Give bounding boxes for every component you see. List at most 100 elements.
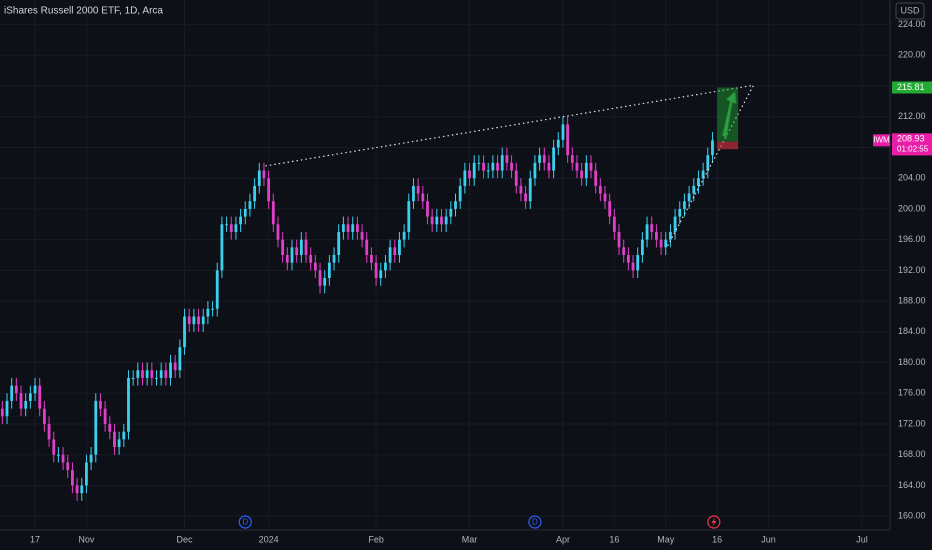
candle-body — [271, 201, 275, 225]
candle-body — [197, 316, 200, 325]
candle-body — [426, 201, 429, 217]
candle-body — [66, 462, 70, 471]
candle-body — [486, 170, 490, 172]
candle-body — [285, 255, 289, 263]
candle-body — [598, 185, 602, 194]
x-tick-label: 17 — [30, 534, 40, 544]
candle-body — [650, 224, 654, 232]
candle-body — [360, 231, 364, 240]
x-tick-label: 2024 — [259, 534, 279, 544]
y-tick-label: 220.00 — [898, 50, 926, 60]
candle-body — [173, 362, 177, 371]
candle-body — [131, 377, 135, 379]
candle-body — [416, 185, 420, 194]
candle-body — [313, 262, 317, 271]
y-tick-label: 196.00 — [898, 234, 926, 244]
candle-body — [346, 224, 350, 232]
candle-body — [337, 231, 341, 256]
symbol-box — [873, 134, 890, 147]
y-tick-label: 200.00 — [898, 203, 926, 213]
candle-body — [0, 408, 4, 417]
candle-body — [655, 231, 658, 240]
candle-body — [10, 385, 14, 401]
x-tick-label: Mar — [462, 534, 478, 544]
candle-body — [136, 370, 140, 378]
y-tick-label: 168.00 — [898, 449, 926, 459]
candle-body — [608, 201, 612, 217]
candle-body — [566, 124, 570, 156]
candle-body — [192, 316, 196, 325]
event-icon — [711, 517, 717, 527]
candle-body — [61, 454, 65, 463]
candle-body — [528, 178, 532, 202]
candle-body — [28, 393, 32, 401]
candle-body — [393, 247, 397, 256]
candle-body — [108, 424, 112, 432]
y-tick-label: 184.00 — [898, 326, 926, 336]
event-marker — [528, 515, 542, 529]
candle-body — [267, 178, 271, 202]
candle-body — [454, 201, 457, 209]
candle-body — [318, 270, 322, 286]
y-tick-label: 172.00 — [898, 418, 926, 428]
candle-body — [580, 170, 584, 179]
y-tick-label: 188.00 — [898, 295, 926, 305]
trend-line — [265, 84, 754, 167]
candle-body — [482, 162, 485, 171]
candle-body — [645, 224, 649, 240]
candle-body — [612, 216, 616, 232]
candle-body — [472, 162, 476, 179]
candle-body — [626, 255, 630, 263]
candle-body — [398, 239, 401, 256]
candle-body — [365, 239, 369, 256]
candle-body — [332, 255, 336, 263]
candle-body — [402, 231, 406, 240]
candle-body — [323, 278, 327, 286]
candle-body — [388, 247, 392, 263]
candle-body — [99, 400, 102, 409]
candle-body — [575, 162, 579, 171]
candle-body — [309, 255, 313, 263]
candle-body — [631, 262, 635, 271]
candle-body — [33, 385, 37, 394]
candle-body — [552, 147, 556, 171]
candle-body — [547, 162, 551, 171]
event-marker — [238, 515, 252, 529]
candle-body — [430, 216, 434, 225]
y-tick-label: 212.00 — [898, 111, 926, 121]
candle-body — [299, 239, 303, 256]
candle-body — [496, 162, 499, 171]
x-tick-label: Jul — [856, 534, 868, 544]
candle-body — [351, 224, 355, 232]
candle-body — [71, 470, 74, 486]
candle-body — [290, 247, 294, 263]
y-tick-label: 224.00 — [898, 19, 926, 29]
candle-body — [636, 255, 640, 271]
position-arrow — [721, 90, 737, 139]
candle-body — [692, 185, 696, 194]
x-tick-label: Apr — [556, 534, 570, 544]
candle-body — [706, 155, 710, 171]
candle-body — [477, 162, 481, 164]
candle-body — [295, 247, 299, 256]
candle-body — [584, 162, 588, 179]
target-price-box — [892, 81, 932, 94]
candle-body — [435, 216, 439, 225]
candle-body — [257, 170, 261, 186]
candle-body — [127, 377, 130, 432]
y-tick-label: 160.00 — [898, 511, 926, 521]
candle-body — [281, 239, 285, 256]
candle-body — [47, 424, 51, 440]
candle-body — [542, 155, 546, 163]
currency-box[interactable] — [895, 2, 925, 20]
candle-body — [14, 385, 18, 394]
candle-body — [407, 201, 411, 232]
x-tick-label: Nov — [78, 534, 95, 544]
candle-body — [449, 208, 453, 217]
candle-body — [384, 262, 387, 271]
currency[interactable]: USD — [900, 5, 920, 15]
candle-body — [356, 224, 359, 232]
candle-body — [683, 201, 686, 209]
symbol: IWM — [873, 135, 890, 144]
